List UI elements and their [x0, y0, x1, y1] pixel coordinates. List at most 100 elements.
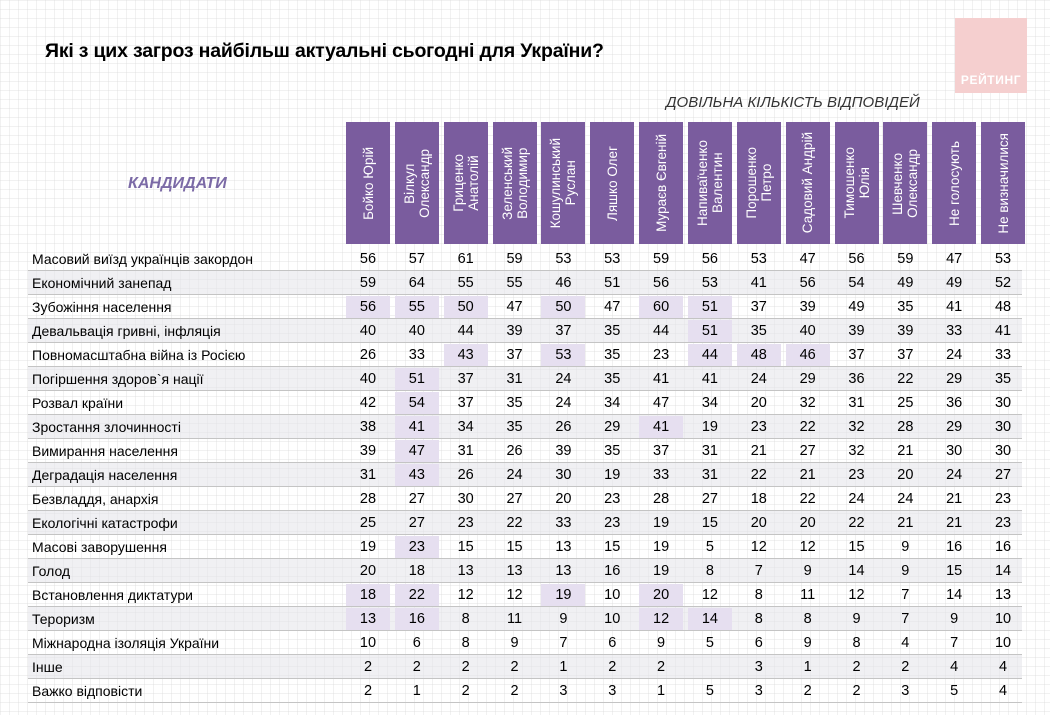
logo-text: РЕЙТИНГ [960, 73, 1022, 87]
column-header: Гриценко Анатолій [443, 122, 488, 244]
table-cell: 2 [510, 683, 519, 699]
chart-subtitle: ДОВІЛЬНА КІЛЬКІСТЬ ВІДПОВІДЕЙ [666, 94, 920, 111]
table-cell: 12 [701, 587, 718, 603]
table-cell: 28 [653, 491, 670, 507]
table-cell: 27 [408, 515, 425, 531]
column-header: Напиваїченко Валентин [687, 122, 732, 244]
column-header-label: Не визначилися [995, 132, 1011, 234]
table-cell: 47 [946, 251, 963, 267]
table-cell: 31 [701, 467, 718, 483]
table-cell: 33 [946, 323, 963, 339]
table-cell: 9 [901, 539, 910, 555]
table-cell: 49 [946, 275, 963, 291]
table-cell: 23 [604, 491, 621, 507]
table-cell: 35 [604, 371, 621, 387]
table-cell: 21 [897, 443, 914, 459]
table-cell: 22 [848, 515, 865, 531]
column-header: Шевченко Олександр [883, 122, 928, 244]
table-cell: 23 [848, 467, 865, 483]
table-cell: 53 [994, 251, 1012, 267]
table-cell: 3 [754, 659, 763, 675]
table-cell: 8 [754, 587, 763, 603]
row-divider [28, 678, 1022, 679]
table-cell: 46 [785, 344, 830, 366]
table-cell: 47 [653, 395, 670, 411]
table-cell: 4 [999, 683, 1008, 699]
table-cell: 7 [901, 587, 910, 603]
table-cell: 32 [848, 443, 865, 459]
table-cell: 53 [604, 251, 621, 267]
table-cell: 37 [848, 347, 865, 363]
table-cell: 30 [994, 443, 1012, 459]
column-header-label: Садовий Андрій [800, 132, 816, 234]
table-cell: 19 [653, 515, 670, 531]
table-cell: 1 [803, 659, 812, 675]
table-cell: 23 [457, 515, 474, 531]
table-cell: 39 [897, 323, 914, 339]
table-cell: 6 [412, 635, 421, 651]
row-label: Зубожіння населення [32, 299, 172, 315]
table-cell: 31 [701, 443, 718, 459]
table-cell: 27 [799, 443, 816, 459]
table-cell: 30 [994, 395, 1012, 411]
table-cell: 14 [994, 563, 1012, 579]
table-cell: 9 [901, 563, 910, 579]
table-cell: 18 [346, 584, 390, 606]
row-label: Повномасштабна війна із Росією [32, 347, 246, 363]
column-header: Не голосують [932, 122, 977, 244]
table-row [28, 463, 1022, 487]
table-cell: 25 [359, 515, 377, 531]
table-row [28, 319, 1022, 343]
row-divider [28, 294, 1022, 295]
table-cell: 51 [394, 368, 439, 390]
table-cell: 24 [946, 467, 963, 483]
row-divider [28, 342, 1022, 343]
row-divider [28, 438, 1022, 439]
table-cell: 47 [799, 251, 816, 267]
table-cell: 31 [359, 467, 377, 483]
row-divider [28, 606, 1022, 607]
table-cell: 33 [994, 347, 1012, 363]
table-cell: 31 [506, 371, 523, 387]
table-cell: 13 [555, 563, 572, 579]
table-cell: 13 [994, 587, 1012, 603]
table-cell: 15 [457, 539, 474, 555]
table-cell: 21 [946, 515, 963, 531]
column-header-label: Кошулинський Руслан [548, 137, 579, 229]
table-cell: 31 [457, 443, 474, 459]
row-divider [28, 318, 1022, 319]
table-cell: 24 [506, 467, 523, 483]
row-label: Масовий виїзд українців закордон [32, 251, 254, 267]
table-cell: 15 [946, 563, 963, 579]
table-cell: 1 [412, 683, 421, 699]
rating-logo: РЕЙТИНГ [955, 18, 1027, 93]
table-cell: 37 [506, 347, 523, 363]
column-header: Садовий Андрій [785, 122, 830, 244]
table-cell: 8 [803, 611, 812, 627]
row-label: Зростання злочинності [32, 419, 181, 435]
table-cell: 55 [394, 296, 439, 318]
table-cell: 4 [999, 659, 1008, 675]
table-cell: 24 [848, 491, 865, 507]
table-cell: 22 [506, 515, 523, 531]
column-header: Кошулинський Руслан [541, 122, 586, 244]
row-divider [28, 582, 1022, 583]
table-cell: 37 [750, 299, 767, 315]
table-cell: 16 [946, 539, 963, 555]
table-cell: 14 [848, 563, 865, 579]
table-row [28, 607, 1022, 631]
table-cell: 44 [653, 323, 670, 339]
table-cell: 50 [443, 296, 488, 318]
table-cell: 53 [555, 251, 572, 267]
table-cell: 5 [705, 683, 714, 699]
table-cell: 26 [457, 467, 474, 483]
row-divider [28, 462, 1022, 463]
table-cell: 28 [897, 419, 914, 435]
table-cell: 23 [653, 347, 670, 363]
table-cell: 6 [754, 635, 763, 651]
table-cell: 22 [897, 371, 914, 387]
table-cell: 36 [946, 395, 963, 411]
table-cell: 54 [394, 392, 439, 414]
table-cell: 55 [506, 275, 523, 291]
